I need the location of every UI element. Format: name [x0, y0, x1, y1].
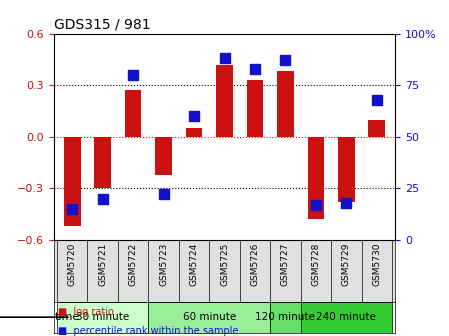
Point [129, 72, 136, 78]
Text: ■  log ratio: ■ log ratio [58, 307, 114, 317]
Text: GSM5729: GSM5729 [342, 243, 351, 286]
Point [160, 192, 167, 197]
Text: ■  percentile rank within the sample: ■ percentile rank within the sample [58, 326, 239, 336]
Text: 240 minute: 240 minute [317, 312, 376, 322]
Bar [185, 128, 202, 137]
Text: GSM5726: GSM5726 [251, 243, 260, 286]
Bar [247, 80, 264, 137]
Bar [308, 137, 324, 219]
Point [373, 97, 380, 102]
Text: GSM5730: GSM5730 [372, 243, 381, 286]
FancyBboxPatch shape [57, 302, 148, 333]
Text: GSM5721: GSM5721 [98, 243, 107, 286]
Bar [155, 137, 172, 174]
Text: 30 minute: 30 minute [76, 312, 129, 322]
Text: GDS315 / 981: GDS315 / 981 [54, 17, 150, 31]
Text: time: time [54, 312, 80, 322]
FancyBboxPatch shape [148, 302, 270, 333]
Text: GSM5727: GSM5727 [281, 243, 290, 286]
Point [251, 66, 259, 71]
Bar [64, 137, 80, 226]
Text: GSM5724: GSM5724 [189, 243, 198, 286]
Point [343, 200, 350, 205]
Bar [216, 65, 233, 137]
Text: 60 minute: 60 minute [183, 312, 236, 322]
Point [313, 202, 320, 207]
Bar [338, 137, 355, 202]
Text: GSM5723: GSM5723 [159, 243, 168, 286]
Bar [369, 120, 385, 137]
Bar [125, 90, 141, 137]
Text: GSM5720: GSM5720 [68, 243, 77, 286]
Text: GSM5728: GSM5728 [312, 243, 321, 286]
Point [99, 196, 106, 201]
FancyBboxPatch shape [301, 302, 392, 333]
Bar [277, 72, 294, 137]
Point [282, 58, 289, 63]
Point [69, 206, 76, 212]
Text: 120 minute: 120 minute [255, 312, 315, 322]
FancyBboxPatch shape [270, 302, 301, 333]
Text: GSM5725: GSM5725 [220, 243, 229, 286]
Point [221, 56, 228, 61]
Bar [94, 137, 111, 188]
Point [190, 114, 198, 119]
Text: GSM5722: GSM5722 [128, 243, 137, 286]
